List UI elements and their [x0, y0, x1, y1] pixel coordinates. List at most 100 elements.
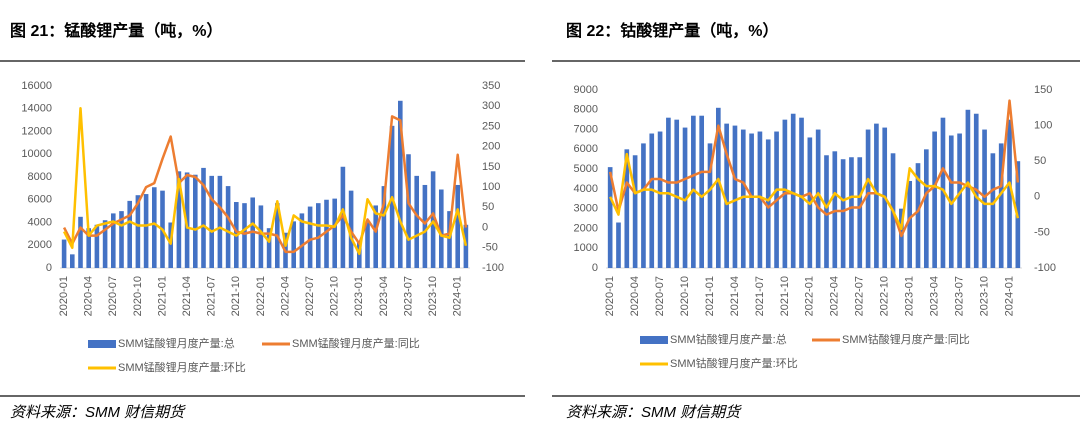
bar: [299, 213, 305, 268]
x-tick-label: 2022-04: [829, 276, 841, 316]
y-tick-label: 6000: [574, 143, 598, 155]
x-tick-label: 2021-04: [181, 276, 193, 316]
bar: [430, 171, 436, 268]
bar: [998, 143, 1004, 268]
y2-tick-label: 0: [1034, 191, 1040, 203]
bar: [957, 133, 962, 268]
bar: [865, 129, 871, 268]
bar: [86, 228, 91, 268]
x-tick-label: 2021-07: [206, 276, 218, 316]
line-series: [62, 106, 468, 256]
y-tick-label: 10000: [21, 148, 52, 160]
bar: [874, 123, 879, 268]
y2-tick-label: 200: [482, 141, 500, 153]
y-tick-label: 0: [46, 262, 52, 274]
bar: [307, 206, 313, 268]
x-tick-label: 2022-10: [329, 276, 341, 316]
line-series: [62, 115, 468, 254]
bar: [707, 143, 713, 268]
y2-tick-label: 350: [482, 80, 500, 92]
y2-tick-label: 0: [482, 221, 488, 233]
bar: [641, 143, 646, 268]
chart-title: 图 21：锰酸锂产量（吨，%）: [10, 21, 222, 40]
bar: [102, 220, 108, 268]
chart-title: 图 22：钴酸锂产量（吨，%）: [566, 21, 778, 40]
bar: [965, 109, 971, 269]
source: 资料来源：SMM 财信期货: [566, 404, 742, 421]
x-tick-label: 2022-07: [304, 276, 316, 316]
bar: [915, 163, 921, 268]
y2-tick-label: -50: [482, 242, 498, 254]
x-tick-label: 2023-01: [353, 276, 365, 316]
bar: [607, 167, 613, 268]
bar: [168, 222, 173, 268]
bar: [699, 115, 705, 268]
bar: [1007, 119, 1012, 269]
bar: [757, 131, 763, 268]
bar: [291, 221, 296, 268]
bar: [176, 171, 182, 268]
bar: [135, 195, 141, 268]
x-tick-label: 2022-10: [879, 276, 891, 316]
y-tick-label: 3000: [574, 203, 598, 215]
x-tick-label: 2023-07: [402, 276, 414, 316]
x-tick-label: 2023-10: [427, 276, 439, 316]
bar: [381, 186, 387, 268]
x-tick-label: 2021-01: [156, 276, 168, 316]
y2-tick-label: -100: [1034, 262, 1056, 274]
bar: [740, 129, 746, 268]
bar: [373, 205, 378, 268]
bar: [840, 159, 846, 268]
bar: [765, 139, 771, 268]
bar: [78, 216, 83, 268]
bar: [152, 187, 157, 268]
bar: [657, 131, 663, 268]
bar: [857, 157, 863, 268]
y2-tick-label: 100: [482, 181, 500, 193]
y-tick-label: 9000: [574, 84, 598, 96]
bar: [127, 200, 132, 268]
y2-tick-label: 50: [1034, 155, 1046, 167]
x-tick-label: 2020-01: [58, 276, 70, 316]
x-tick-label: 2021-01: [704, 276, 716, 316]
bar: [990, 153, 996, 268]
x-tick-label: 2020-10: [132, 276, 144, 316]
x-tick-label: 2022-07: [854, 276, 866, 316]
legend-swatch: [88, 340, 116, 348]
bar: [982, 129, 987, 268]
bar: [225, 186, 231, 268]
legend-label: SMM钴酸锂月度产量:同比: [842, 332, 970, 346]
bar: [907, 180, 913, 268]
x-tick-label: 2020-04: [629, 276, 641, 316]
bar: [70, 254, 75, 268]
bar: [365, 222, 370, 268]
bar: [242, 203, 247, 268]
y2-tick-label: 300: [482, 100, 500, 112]
bar: [790, 113, 796, 268]
bar: [209, 175, 214, 268]
legend-label: SMM钴酸锂月度产量:总: [670, 332, 787, 346]
legend-label: SMM锰酸锂月度产量:同比: [292, 336, 420, 350]
bar: [923, 149, 929, 268]
legend-label: SMM钴酸锂月度产量:环比: [670, 356, 798, 370]
bar: [439, 189, 444, 268]
bar: [832, 151, 838, 268]
x-tick-label: 2024-01: [452, 276, 464, 316]
legend-label: SMM锰酸锂月度产量:环比: [118, 360, 246, 374]
bar: [724, 123, 729, 268]
y-tick-label: 1000: [574, 242, 598, 254]
bar: [266, 228, 272, 268]
bar: [732, 125, 738, 268]
legend-swatch: [640, 336, 668, 344]
y-tick-label: 12000: [21, 125, 52, 137]
x-tick-label: 2021-04: [729, 276, 741, 316]
bar: [849, 157, 854, 268]
y-tick-label: 16000: [21, 80, 52, 92]
x-tick-label: 2020-07: [654, 276, 666, 316]
bar: [932, 131, 937, 268]
bar: [258, 205, 264, 268]
bar: [624, 149, 630, 268]
bar: [715, 107, 721, 268]
bar: [691, 115, 696, 268]
